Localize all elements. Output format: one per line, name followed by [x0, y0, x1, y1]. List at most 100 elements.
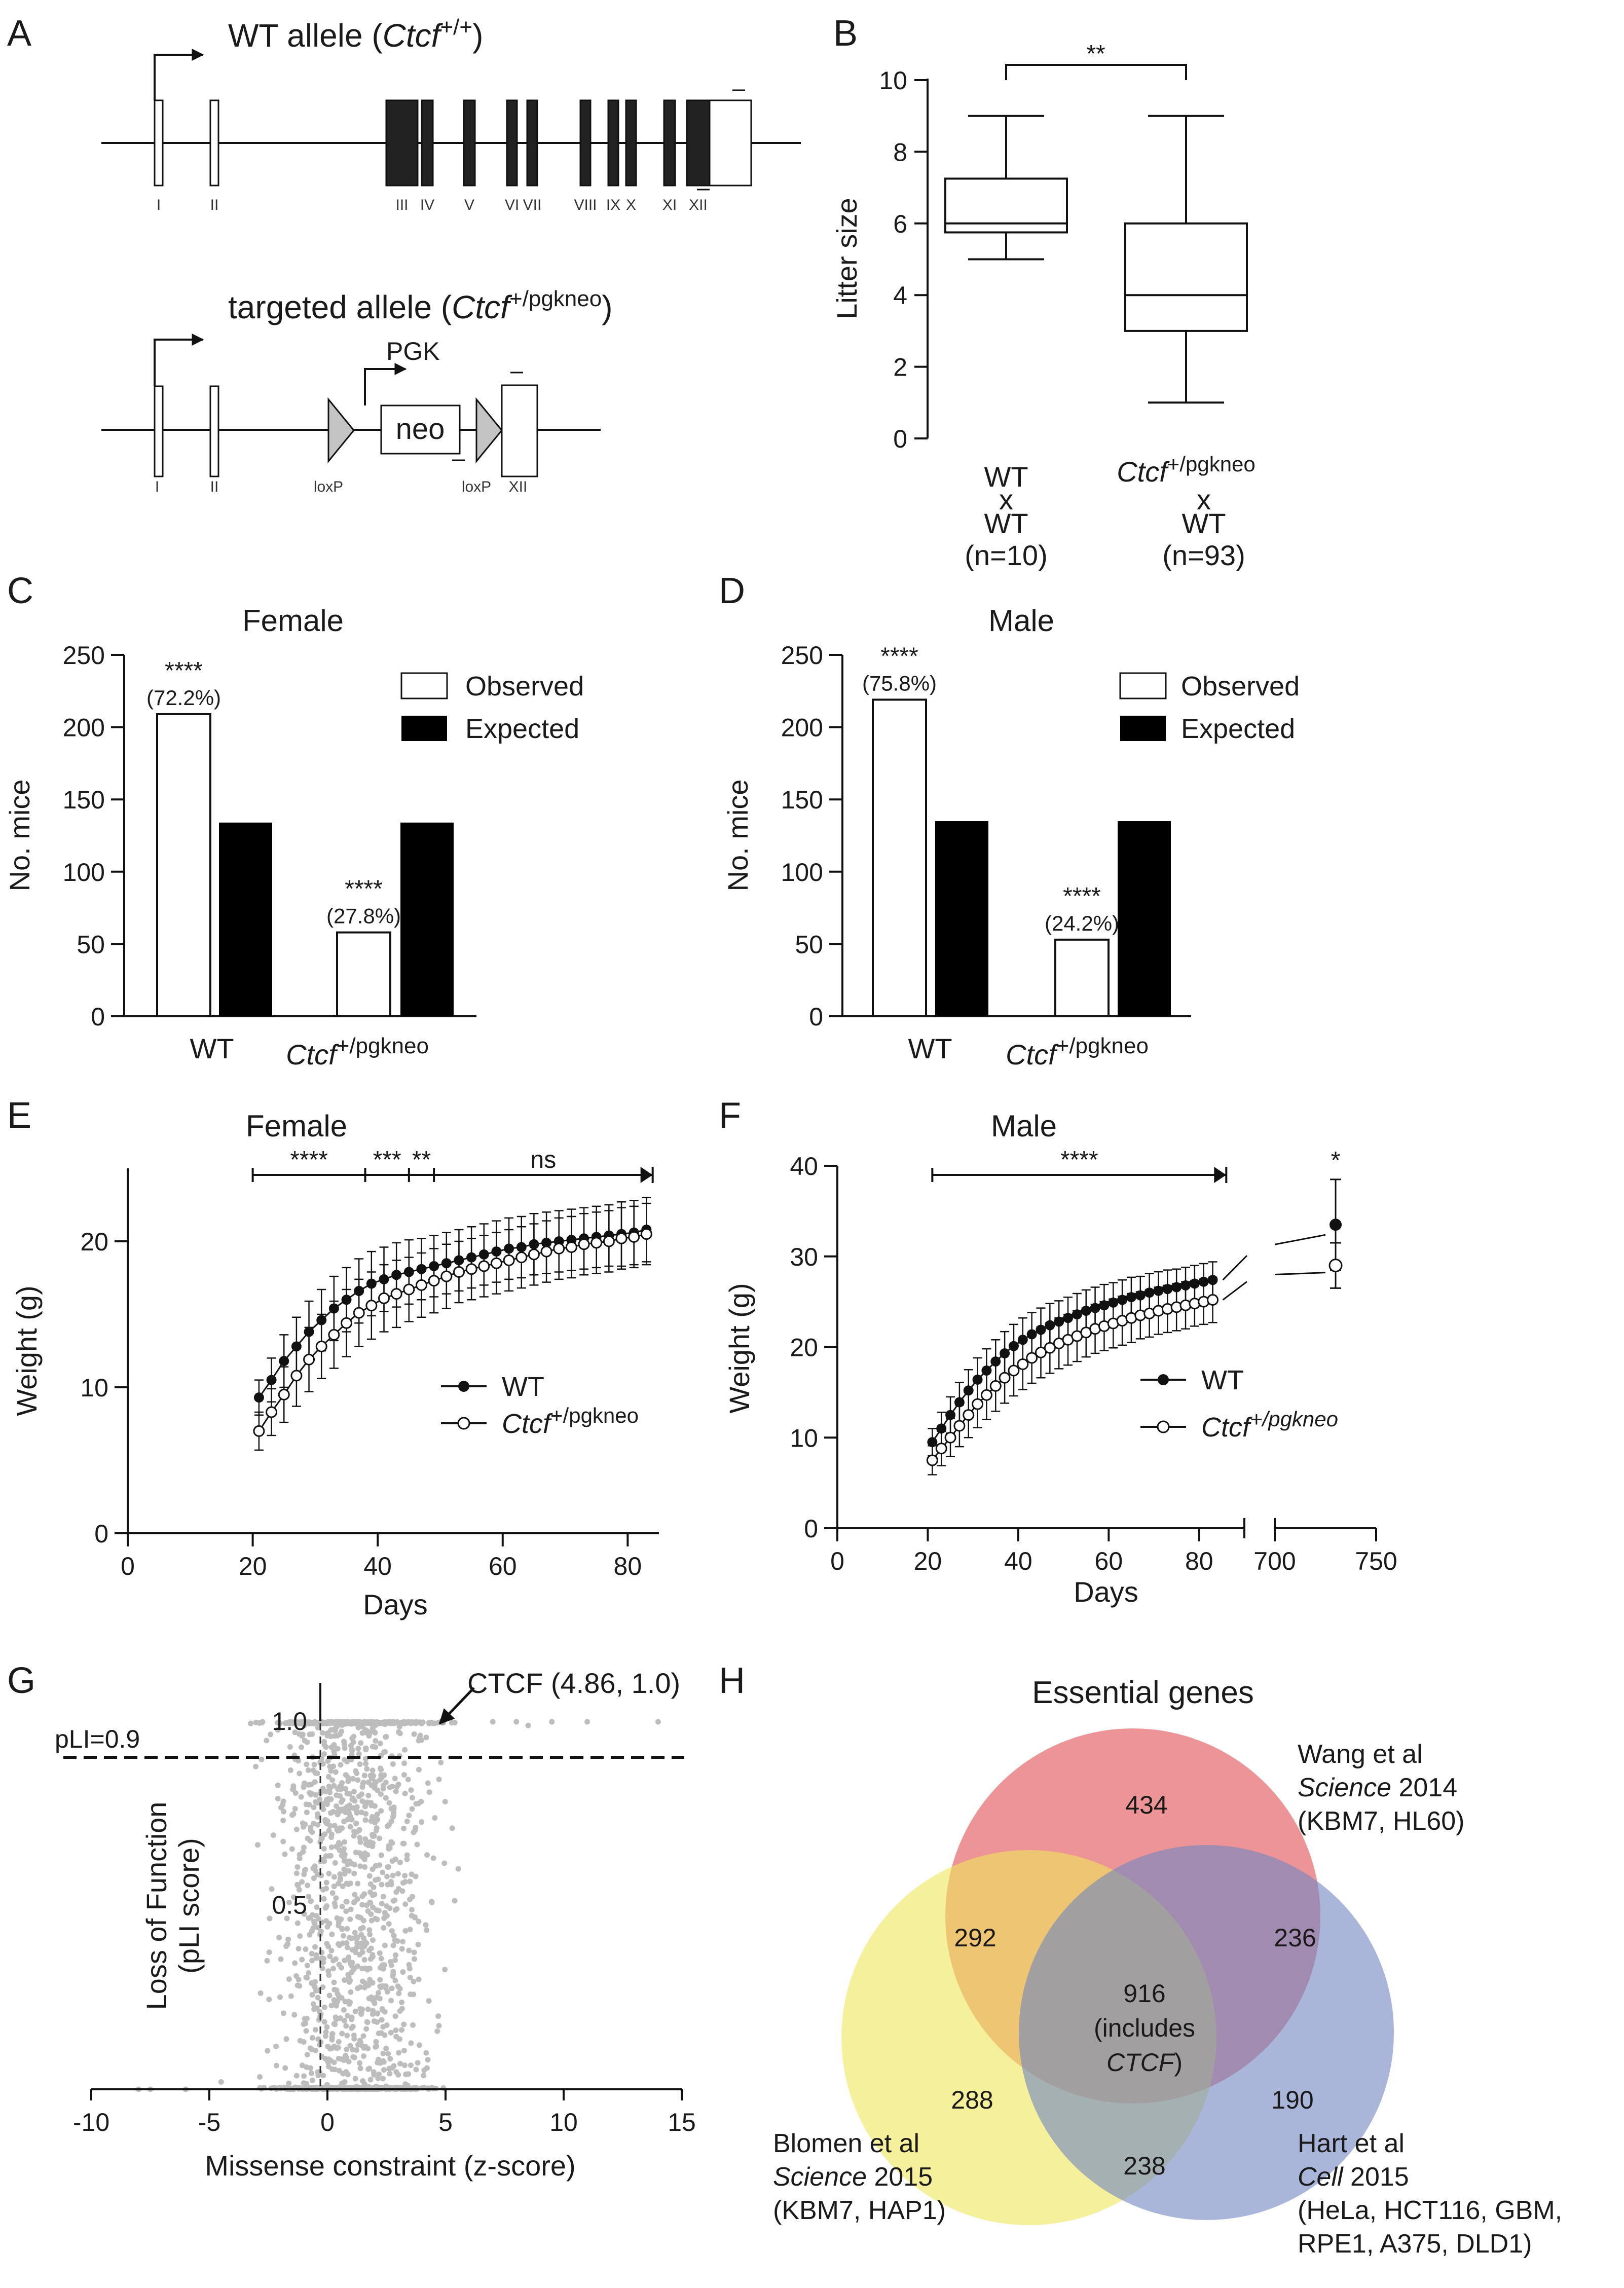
- g-point: [314, 1770, 320, 1777]
- e-significance: **** *** ** ns: [251, 1147, 654, 1183]
- g-point: [351, 2033, 357, 2039]
- e-point-ctcf: [628, 1231, 640, 1243]
- g-point: [386, 1921, 392, 1927]
- g-point: [353, 1850, 359, 1856]
- h-hart-line3: (HeLa, HCT116, GBM,: [1298, 2196, 1562, 2225]
- g-point: [353, 1949, 359, 1955]
- g-point: [320, 1856, 326, 1862]
- e-legend-wt: WT: [502, 1372, 544, 1402]
- panel-h-venn-diagram: Essential genes 434 292 236 916 (include…: [773, 1675, 1562, 2259]
- g-point: [276, 1720, 282, 1726]
- g-point: [339, 2056, 345, 2062]
- g-point: [293, 1973, 299, 1979]
- g-point: [293, 1870, 300, 1876]
- g-point: [338, 1762, 344, 1768]
- g-point: [399, 1888, 405, 1894]
- g-ctcf-arrow: [438, 1687, 475, 1725]
- g-point: [385, 1864, 391, 1870]
- g-point: [299, 2062, 305, 2069]
- g-point: [386, 1846, 392, 1852]
- g-point: [331, 2002, 337, 2008]
- g-point: [398, 2027, 404, 2033]
- g-point: [301, 2073, 307, 2079]
- f-point-wt: [927, 1437, 938, 1448]
- g-point: [278, 1804, 284, 1811]
- f-xtick-label: 60: [1095, 1547, 1123, 1575]
- wt-exon-8: [579, 99, 592, 187]
- e-series: [253, 1197, 652, 1451]
- g-point: [549, 1719, 555, 1725]
- g-point: [333, 1769, 339, 1775]
- g-point: [358, 1740, 364, 1746]
- panel-label-h: H: [719, 1660, 745, 1701]
- g-point: [364, 1852, 371, 1858]
- g-point: [305, 1883, 311, 1889]
- wt-exon-labels: I II III IV V VI VII VIII IX X XI XII: [157, 197, 708, 213]
- g-point: [404, 1818, 410, 1824]
- g-point: [309, 2077, 315, 2083]
- g-point: [373, 1738, 379, 1744]
- g-point: [382, 1942, 388, 1948]
- g-point: [358, 2010, 364, 2016]
- g-point: [382, 1913, 388, 1920]
- g-point: [375, 2076, 381, 2082]
- g-point: [372, 2000, 378, 2006]
- g-point: [353, 1821, 359, 1827]
- e-point-ctcf: [565, 1241, 577, 1253]
- g-point: [335, 1746, 341, 1752]
- g-point: [376, 2031, 382, 2037]
- g-point: [329, 1931, 335, 1937]
- g-point: [270, 1832, 276, 1838]
- wt-exons: [154, 99, 752, 187]
- g-point: [316, 2009, 322, 2015]
- g-point: [328, 1947, 335, 1953]
- g-point: [320, 1785, 326, 1791]
- g-point: [376, 1990, 382, 1996]
- f-point-ctcf: [972, 1398, 984, 1410]
- d-ytick-label: 200: [781, 714, 823, 742]
- g-point: [400, 1840, 406, 1847]
- d-bar-observed: [1054, 938, 1110, 1017]
- d-category-ctcf: Ctcf+/pgkneo: [1006, 1034, 1149, 1071]
- pgk-label: PGK: [386, 337, 440, 365]
- e-point-ctcf: [365, 1300, 378, 1312]
- g-point: [352, 2076, 358, 2082]
- g-point: [375, 1787, 381, 1793]
- d-bars: ****(75.8%)****(24.2%): [862, 643, 1171, 1017]
- g-point: [358, 1926, 364, 1932]
- g-point: [357, 1761, 363, 1767]
- g-point: [421, 2067, 427, 2073]
- f-xtick-label: 20: [914, 1547, 942, 1575]
- wt-exon-label-6: VI: [505, 197, 519, 213]
- g-point: [358, 1932, 364, 1938]
- wt-exon-2: [209, 99, 219, 187]
- g-point: [356, 1827, 362, 1833]
- e-point-ctcf: [578, 1238, 590, 1250]
- g-point: [325, 1943, 331, 1949]
- g-point: [303, 2028, 309, 2034]
- g-point: [365, 1792, 372, 1798]
- g-point: [301, 1844, 307, 1851]
- g-point: [326, 1972, 332, 1978]
- g-point: [266, 1997, 272, 2003]
- g-point: [366, 1730, 373, 1737]
- tg-exon-ii: [209, 385, 219, 477]
- e-point-ctcf: [490, 1257, 502, 1269]
- g-point: [290, 1811, 297, 1817]
- b-y-ticks: 0 2 4 6 8 10: [879, 66, 928, 453]
- loxp-triangle-1: [327, 397, 355, 464]
- g-point: [395, 2072, 401, 2078]
- g-point: [374, 1916, 380, 1923]
- h-blomen-line1: Blomen et al: [773, 2129, 919, 2158]
- b-ytick-label: 10: [879, 66, 907, 95]
- g-point: [378, 1772, 384, 1778]
- g-point: [332, 1860, 338, 1866]
- g-point: [345, 1972, 351, 1978]
- g-point: [354, 1896, 360, 1902]
- g-point: [336, 1941, 342, 1947]
- g-point: [281, 1809, 287, 1815]
- g-point: [407, 1878, 413, 1885]
- g-point: [292, 1805, 298, 1812]
- e-point-ctcf: [603, 1235, 615, 1247]
- g-point: [333, 1895, 339, 1901]
